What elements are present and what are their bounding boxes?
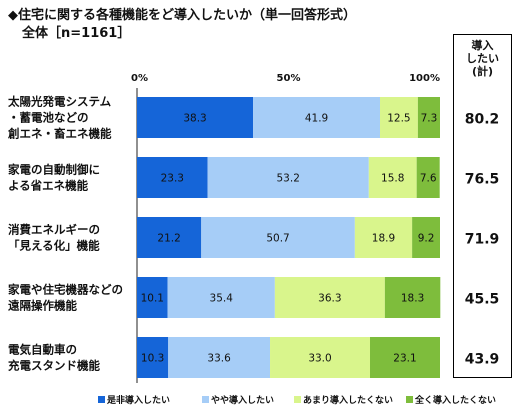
total-value-2: 71.9 — [465, 232, 500, 248]
bar-segment-1-3 — [416, 157, 440, 198]
data-label-2-2: 18.9 — [372, 233, 395, 245]
bar-segment-1-0 — [137, 157, 208, 198]
data-label-3-2: 36.3 — [318, 293, 341, 305]
bar-segment-4-3 — [370, 337, 440, 378]
totals-column: 導入 したい (計) — [453, 34, 512, 378]
x-tick-label-1: 50% — [277, 73, 301, 84]
legend-item-1: 是非導入したい — [98, 393, 170, 406]
data-label-0-3: 7.3 — [421, 113, 438, 125]
category-label-4-1: 充電スタンド機能 — [8, 359, 100, 373]
category-label-3-0: 家電や住宅機器などの — [8, 283, 123, 297]
data-label-1-3: 7.6 — [420, 173, 437, 185]
totals-header-line-3: (計) — [471, 65, 494, 78]
legend-swatch-2 — [202, 396, 209, 403]
category-label-3-1: 遠隔操作機能 — [8, 299, 77, 313]
category-label-1-0: 家電の自動制御に — [8, 163, 100, 177]
total-value-3: 45.5 — [465, 292, 500, 308]
data-label-2-3: 9.2 — [418, 233, 435, 245]
data-label-0-0: 38.3 — [183, 113, 206, 125]
bar-segment-0-3 — [417, 97, 440, 138]
chart-title: ◆住宅に関する各種機能をど導入したいか（単一回答形式） — [8, 8, 356, 23]
x-tick-label-0: 0% — [131, 73, 148, 84]
bar-segment-1-1 — [207, 157, 369, 198]
data-label-0-2: 12.5 — [387, 113, 410, 125]
x-tick-label-2: 100% — [409, 73, 440, 84]
data-label-4-0: 10.3 — [141, 353, 164, 365]
data-label-2-0: 21.2 — [157, 233, 180, 245]
bar-segment-3-0 — [137, 277, 168, 318]
total-value-0: 80.2 — [465, 112, 500, 128]
data-label-4-1: 33.6 — [207, 353, 231, 365]
bar-segment-4-0 — [137, 337, 169, 378]
data-label-3-0: 10.1 — [141, 293, 164, 305]
bar-segment-3-3 — [384, 277, 441, 318]
chart-subtitle: 全体［n=1161］ — [22, 26, 131, 41]
category-label-2-0: 消費エネルギーの — [8, 223, 100, 237]
data-label-4-3: 23.1 — [393, 353, 416, 365]
data-label-3-1: 35.4 — [210, 293, 234, 305]
bar-segment-3-1 — [167, 277, 275, 318]
bar-segment-4-2 — [270, 337, 371, 378]
data-label-1-0: 23.3 — [161, 173, 184, 185]
bar-segment-2-2 — [354, 217, 413, 258]
bar-segment-0-2 — [380, 97, 418, 138]
totals-header-line-2: したい — [466, 52, 499, 65]
legend-item-3: あまり導入したくない — [294, 393, 393, 406]
legend-swatch-4 — [406, 396, 413, 403]
category-label-0-2: 創エネ・畜エネ機能 — [7, 127, 112, 141]
data-label-1-1: 53.2 — [277, 173, 300, 185]
totals-header: 導入 したい (計) — [454, 39, 511, 78]
bar-segment-3-2 — [274, 277, 385, 318]
bar-segment-1-2 — [368, 157, 417, 198]
data-label-1-2: 15.8 — [381, 173, 404, 185]
category-label-2-1: 「見える化」機能 — [8, 239, 100, 253]
totals-header-line-1: 導入 — [471, 39, 494, 52]
total-value-4: 43.9 — [465, 352, 500, 368]
data-label-4-2: 33.0 — [308, 353, 331, 365]
legend-swatch-1 — [98, 396, 105, 403]
category-label-0-1: ・蓄電池などの — [8, 111, 89, 125]
legend-label-3: あまり導入したくない — [303, 396, 394, 406]
legend-label-2: やや導入したい — [211, 396, 275, 406]
bar-segment-2-0 — [137, 217, 202, 258]
data-label-0-1: 41.9 — [305, 113, 328, 125]
data-label-3-3: 18.3 — [401, 293, 424, 305]
category-label-4-0: 電気自動車の — [8, 343, 77, 357]
category-label-0-0: 太陽光発電システム — [7, 95, 112, 109]
legend-label-1: 是非導入したい — [107, 396, 171, 406]
bar-segment-2-1 — [201, 217, 355, 258]
legend-label-4: 全く導入したくない — [415, 396, 497, 406]
bar-segment-0-0 — [137, 97, 254, 138]
bar-segment-2-3 — [412, 217, 440, 258]
legend-swatch-3 — [294, 396, 301, 403]
data-label-2-1: 50.7 — [266, 233, 289, 245]
legend-item-2: やや導入したい — [202, 393, 274, 406]
legend-item-4: 全く導入したくない — [406, 393, 496, 406]
category-label-1-1: よる省エネ機能 — [8, 179, 89, 193]
total-value-1: 76.5 — [465, 172, 500, 188]
legend: 是非導入したい やや導入したい あまり導入したくない 全く導入したくない — [0, 393, 520, 407]
bar-segment-4-1 — [168, 337, 271, 378]
bar-segment-0-1 — [253, 97, 381, 138]
